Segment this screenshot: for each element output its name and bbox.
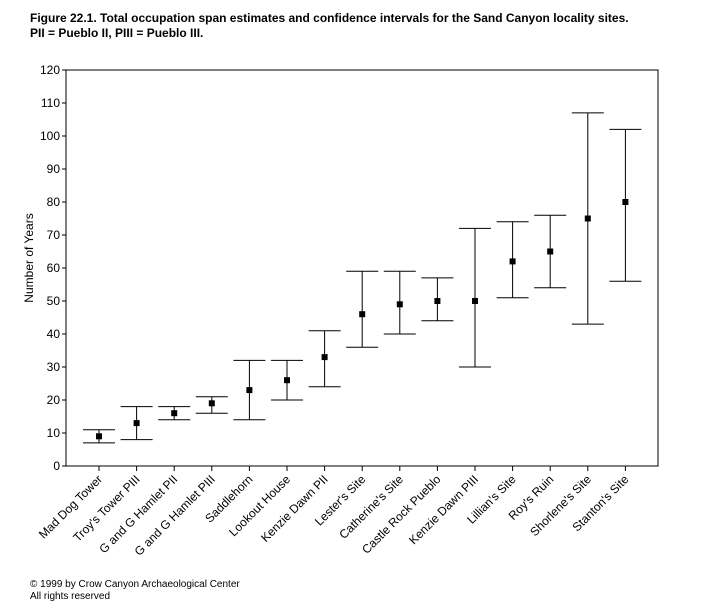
estimate-point <box>284 377 290 384</box>
estimate-point <box>171 410 178 417</box>
footer: © 1999 by Crow Canyon Archaeological Cen… <box>30 579 240 603</box>
x-tick-label: Mad Dog Tower <box>36 472 105 541</box>
estimate-point <box>622 199 629 205</box>
estimate-point <box>396 301 403 308</box>
rights-text: All rights reserved <box>30 591 111 602</box>
y-tick-label: 20 <box>47 393 61 407</box>
estimate-point <box>208 400 215 407</box>
estimate-point <box>434 298 441 304</box>
estimate-point <box>96 433 102 440</box>
figure-title-line-1: Figure 22.1. Total occupation span estim… <box>30 11 629 25</box>
x-tick-label: Kenzie Dawn PIII <box>406 472 481 547</box>
y-tick-label: 100 <box>40 129 60 143</box>
y-tick-label: 110 <box>41 96 60 110</box>
plot-frame <box>65 69 659 467</box>
y-tick-label: 120 <box>40 63 60 77</box>
copyright-text: © 1999 by Crow Canyon Archaeological Cen… <box>30 579 240 590</box>
estimate-point <box>584 215 591 222</box>
y-tick-label: 40 <box>47 327 61 341</box>
y-tick-label: 0 <box>53 459 60 473</box>
estimate-point <box>472 298 478 304</box>
y-tick-label: 90 <box>47 162 61 176</box>
figure-title-line-2: PII = Pueblo II, PIII = Pueblo III. <box>30 26 204 40</box>
x-tick-label: Troy's Tower PIII <box>70 472 142 544</box>
estimate-point <box>321 354 328 361</box>
y-tick-label: 50 <box>47 294 61 308</box>
estimate-point <box>246 387 253 394</box>
y-tick-label: 80 <box>47 195 61 209</box>
estimate-points <box>96 199 629 440</box>
y-tick-label: 30 <box>47 360 61 374</box>
y-tick-label: 60 <box>47 261 61 275</box>
estimate-point <box>509 258 516 265</box>
y-tick-label: 10 <box>47 426 61 440</box>
y-axis-label: Number of Years <box>22 213 36 302</box>
estimate-point <box>547 248 554 255</box>
estimate-point <box>359 311 366 318</box>
estimate-point <box>133 420 140 427</box>
y-tick-label: 70 <box>47 228 61 242</box>
y-axis: 0 10 20 30 40 50 60 70 80 90 100 110 120 <box>40 63 66 473</box>
error-bars <box>83 112 642 444</box>
figure-title: Figure 22.1. Total occupation span estim… <box>30 11 700 41</box>
x-tick-label: Kenzie Dawn PII <box>258 472 331 545</box>
